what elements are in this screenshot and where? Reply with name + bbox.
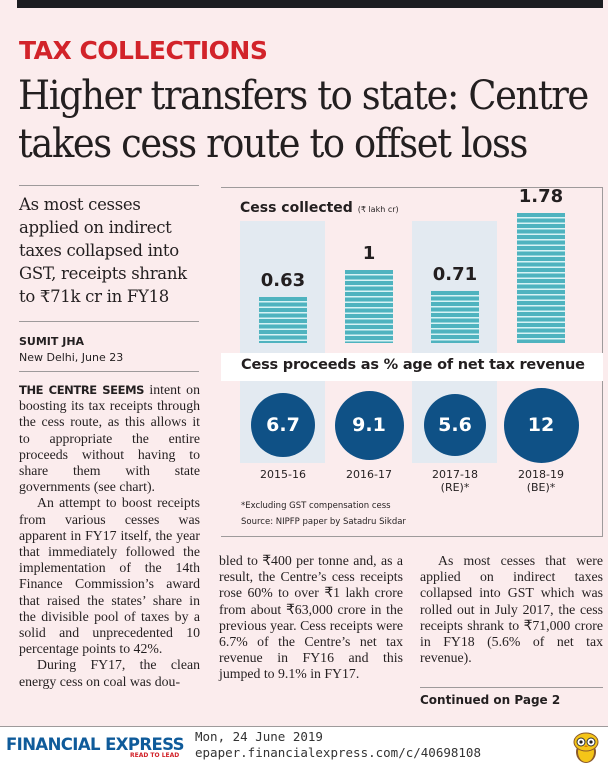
edition-date: Mon, 24 June 2019 <box>195 729 323 744</box>
footer <box>0 727 608 767</box>
paragraph: As most cesses that were applied on indi… <box>420 553 603 666</box>
top-bar <box>17 0 603 8</box>
article-column-3: As most cesses that were applied on indi… <box>420 553 603 666</box>
article-column-1: THE CENTRE SEEMS intent on boosting its … <box>19 382 200 690</box>
article-column-2: bled to ₹400 per tonne and, as a result,… <box>219 553 403 683</box>
continued-link[interactable]: Continued on Page 2 <box>420 693 561 707</box>
brand-logo[interactable]: FINANCIAL EXPRESS <box>6 735 185 754</box>
section-kicker: TAX COLLECTIONS <box>19 36 268 65</box>
bar-value-label: 0.71 <box>432 264 478 285</box>
divider <box>19 321 199 322</box>
divider <box>0 726 608 727</box>
bubble-2015-16: 6.7 <box>251 393 315 457</box>
x-tick-label: 2017-18 (RE)* <box>432 468 478 494</box>
byline-name: SUMIT JHA <box>19 335 85 348</box>
bubble-2017-18 (RE)*: 5.6 <box>424 394 486 456</box>
x-tick-label: 2018-19 (BE)* <box>518 468 564 494</box>
standfirst: As most cesses applied on indirect taxes… <box>19 195 187 306</box>
chart-unit: (₹ lakh cr) <box>357 205 399 214</box>
headline: Higher transfers to state: Centre takes … <box>18 72 589 168</box>
x-tick-label: 2016-17 <box>346 468 392 481</box>
divider <box>19 371 199 372</box>
lead-in: THE CENTRE SEEMS <box>19 383 144 397</box>
bar-value-label: 1 <box>362 243 376 264</box>
subchart-band <box>221 353 603 381</box>
paragraph: An attempt to boost receipts from variou… <box>19 495 200 657</box>
brand-tagline: READ TO LEAD <box>130 752 180 759</box>
chart-title: Cess collected (₹ lakh cr) <box>240 200 399 216</box>
headline-line-1: Higher transfers to state: Centre <box>18 73 589 119</box>
chart-footnote: *Excluding GST compensation cess <box>241 501 391 511</box>
edition-meta: Mon, 24 June 2019 epaper.financialexpres… <box>195 729 481 761</box>
chart-source: Source: NIPFP paper by Satadru Sikdar <box>241 517 406 527</box>
paragraph: During FY17, the clean energy cess on co… <box>19 657 200 689</box>
paragraph: bled to ₹400 per tonne and, as a result,… <box>219 553 403 682</box>
bar-2016-17 <box>345 270 393 343</box>
divider <box>19 185 199 186</box>
bubble-2016-17: 9.1 <box>334 390 404 460</box>
bar-2018-19 (BE)* <box>517 213 565 343</box>
bubble-2018-19 (BE)*: 12 <box>503 387 579 463</box>
headline-line-2: takes cess route to offset loss <box>18 121 528 167</box>
bar-value-label: 0.63 <box>260 270 306 291</box>
edition-url[interactable]: epaper.financialexpress.com/c/40698108 <box>195 745 481 760</box>
bar-2015-16 <box>259 297 307 343</box>
bar-2017-18 (RE)* <box>431 291 479 343</box>
x-tick-label: 2015-16 <box>260 468 306 481</box>
chart-title-text: Cess collected <box>240 200 353 216</box>
byline-place: New Delhi, June 23 <box>19 351 124 364</box>
paragraph-text: intent on boosting its tax receipts thro… <box>19 382 200 495</box>
bar-value-label: 1.78 <box>518 186 564 207</box>
subchart-title: Cess proceeds as % age of net tax revenu… <box>241 357 585 373</box>
owl-icon[interactable] <box>570 730 602 764</box>
divider <box>420 687 603 688</box>
paragraph: THE CENTRE SEEMS intent on boosting its … <box>19 382 200 495</box>
